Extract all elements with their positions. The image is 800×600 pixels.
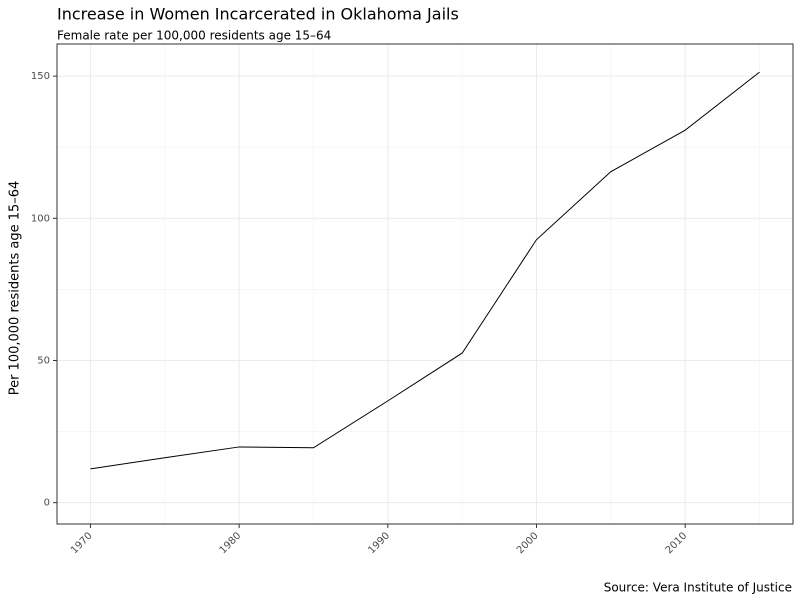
data-line bbox=[90, 71, 760, 470]
y-tick-label: 0 bbox=[44, 498, 50, 509]
chart-subtitle: Female rate per 100,000 residents age 15… bbox=[57, 29, 331, 43]
caption: Source: Vera Institute of Justice bbox=[604, 581, 792, 595]
y-tick-label: 50 bbox=[37, 355, 50, 366]
y-tick-label: 100 bbox=[31, 213, 50, 224]
x-tick-label: 2010 bbox=[664, 530, 690, 556]
x-tick-label: 1970 bbox=[69, 530, 95, 556]
x-tick-label: 1980 bbox=[218, 530, 244, 556]
y-axis-label: Per 100,000 residents age 15–64 bbox=[8, 181, 23, 396]
x-tick-label: 2000 bbox=[515, 530, 541, 556]
y-tick-label: 150 bbox=[31, 71, 50, 82]
x-tick-label: 1990 bbox=[366, 530, 392, 556]
chart-title: Increase in Women Incarcerated in Oklaho… bbox=[57, 5, 459, 24]
plot-border bbox=[56, 43, 794, 525]
